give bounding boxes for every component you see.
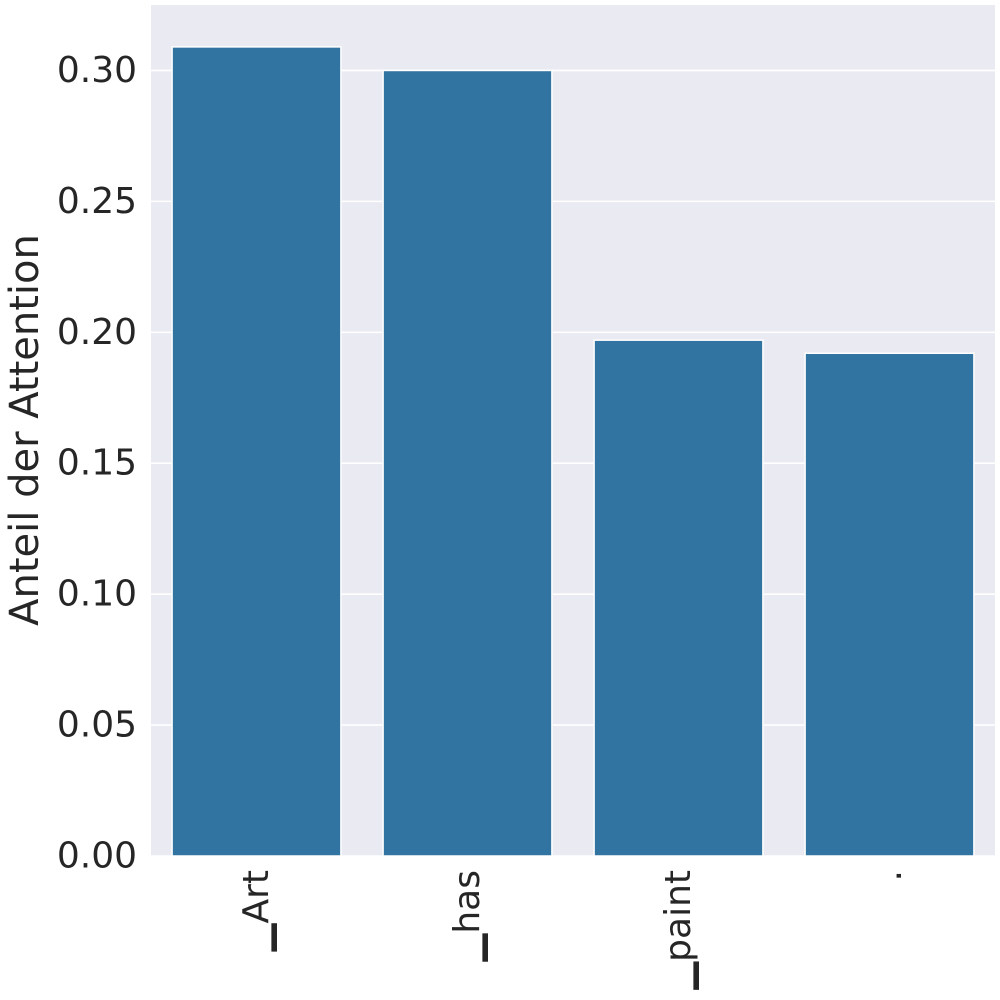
- y-tick-label: 0.15: [57, 443, 137, 484]
- y-tick-label: 0.25: [57, 181, 137, 222]
- y-tick-label: 0.30: [57, 50, 137, 91]
- bar: [382, 69, 553, 857]
- x-tick-label: ▁paint: [658, 870, 699, 991]
- x-tick-label: ▁Art: [236, 870, 277, 952]
- y-tick-label: 0.10: [57, 574, 137, 615]
- bar: [593, 339, 764, 857]
- y-tick-label: 0.20: [57, 312, 137, 353]
- bar: [804, 352, 975, 857]
- y-tick-label: 0.05: [57, 705, 137, 746]
- bars: [171, 46, 975, 857]
- bar: [171, 46, 342, 857]
- x-tick-label: .: [869, 870, 910, 881]
- y-tick-label: 0.00: [57, 836, 137, 877]
- y-axis-ticks: 0.00 0.05 0.10 0.15 0.20 0.25 0.30: [57, 50, 137, 877]
- y-axis-label: Anteil der Attention: [2, 234, 48, 626]
- x-tick-label: ▁has: [447, 870, 488, 962]
- x-axis-ticks: ▁Art ▁has ▁paint.: [236, 870, 910, 991]
